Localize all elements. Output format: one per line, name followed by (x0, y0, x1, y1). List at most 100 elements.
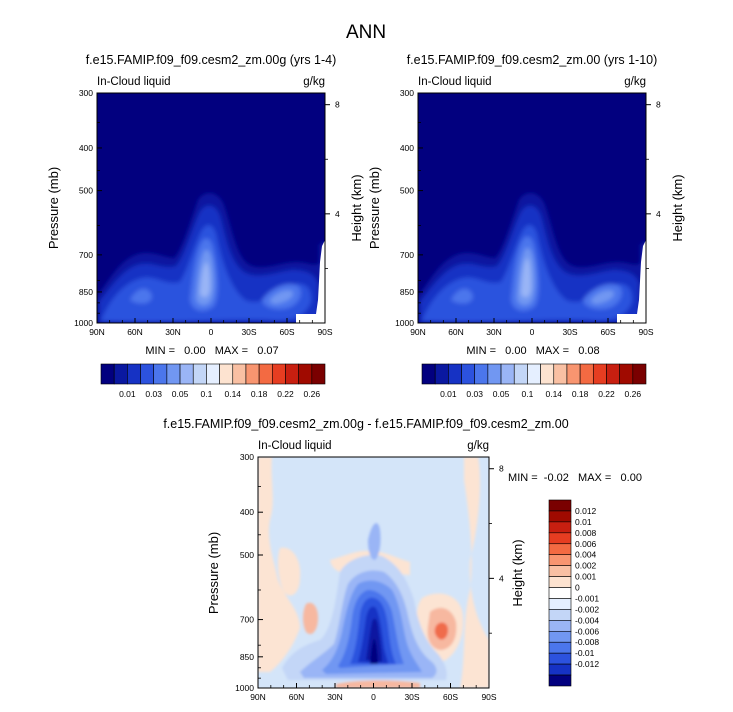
panel-b-colorbar-box-7 (513, 363, 528, 385)
panel-b-colorbar-box-6 (500, 363, 515, 385)
panel-a-right-label: g/kg (303, 76, 325, 88)
panel-a-xtick-label-2: 30N (165, 327, 181, 337)
panel-b-colorbar-box-10 (553, 363, 568, 385)
panel-c-colorbar-label-7: 0 (575, 583, 580, 593)
panel-c-colorbar-label-14: -0.012 (575, 659, 599, 669)
panel-a-colorbar-box-6 (179, 363, 194, 385)
panel-b-right-label: g/kg (624, 76, 646, 88)
panel-b-xtick-label-3: 0 (530, 327, 535, 337)
panel-a-ytick-label-5: 1000 (74, 318, 93, 328)
panel-b-colorbar-label-6: 0.22 (598, 389, 615, 399)
panel-a-colorbar-label-3: 0.1 (200, 389, 212, 399)
panel-c-colorbar-box-13 (548, 641, 572, 654)
panel-c-xtick-label-0: 90N (250, 692, 266, 702)
panel-a-colorbar-box-12 (258, 363, 273, 385)
panel-a-xtick-label-1: 60N (127, 327, 143, 337)
panel-b-contour-4 (451, 236, 622, 311)
panel-a-colorbar-label-2: 0.05 (172, 389, 189, 399)
panel-c-colorbar-box-11 (548, 620, 572, 632)
panel-c-colorbar-box-1 (548, 510, 572, 523)
panel-c-ytick-label-2: 500 (240, 550, 254, 560)
panel-b-contour-5 (517, 247, 615, 306)
panel-a-rtick-label-1: 4 (335, 209, 340, 219)
panel-b-colorbar-box-9 (540, 363, 555, 385)
panel-a-colorbar-box-8 (206, 363, 220, 385)
panel-a-colorbar-box-11 (245, 363, 260, 385)
panel-c-colorbar-label-9: -0.002 (575, 604, 599, 614)
panel-a-colorbar-box-2 (127, 363, 141, 385)
panel-b-colorbar: 0.01 0.03 0.05 0.1 0.14 0.18 0.22 0.26 (421, 363, 647, 399)
panel-c-pos-left-small (303, 602, 318, 635)
panel-c-colorbar-label-1: 0.01 (575, 517, 592, 527)
panel-a-left-label: In-Cloud liquid (97, 76, 171, 88)
panel-c-ytick-label-1: 400 (240, 507, 254, 517)
panel-c-colorbar-label-6: 0.001 (575, 572, 597, 582)
panel-a-colorbar-box-16 (311, 363, 326, 385)
panel-c-colorbar-box-5 (548, 554, 572, 566)
panel-b-left-label: In-Cloud liquid (418, 76, 492, 88)
panel-c-pos-left (258, 457, 300, 672)
figure-title: ANN (346, 22, 386, 43)
panel-b-xtick-label-4: 30S (562, 327, 577, 337)
panel-c-colorbar-box-6 (548, 565, 572, 577)
panel-b-title: f.e15.FAMIP.f09_f09.cesm2_zm.00 (yrs 1-1… (407, 53, 658, 67)
panel-c-ylabel-right: Height (km) (510, 539, 525, 606)
panel-b-colorbar-label-3: 0.1 (521, 389, 533, 399)
panel-b-rtick-label-0: 8 (656, 100, 661, 110)
panel-b-colorbar-label-5: 0.18 (572, 389, 589, 399)
panel-b-colorbar-box-5 (487, 363, 502, 385)
panel-a-ytick-label-1: 400 (79, 143, 93, 153)
panel-c-xtick-label-6: 90S (481, 692, 496, 702)
panel-c-colorbar-box-16 (548, 674, 572, 687)
panel-b-colorbar-label-4: 0.14 (545, 389, 562, 399)
panel-c-colorbar-label-12: -0.008 (575, 637, 599, 647)
panel-c-xtick-label-1: 60N (289, 692, 305, 702)
panel-a-colorbar-label-5: 0.18 (251, 389, 268, 399)
panel-b-colorbar-box-14 (606, 363, 620, 385)
panel-c-colorbar-label-4: 0.004 (575, 550, 597, 560)
panel-a-colorbar-box-5 (166, 363, 181, 385)
panel-c-colorbar-box-9 (548, 598, 572, 610)
panel-b-xtick-label-0: 90N (410, 327, 426, 337)
panel-b-colorbar-box-3 (461, 363, 476, 385)
panel-c-neg-core (370, 638, 378, 664)
panel-a-terrain-mask (296, 240, 325, 323)
panel-c-colorbar-label-11: -0.006 (575, 626, 599, 636)
panel-a-ytick-label-2: 500 (79, 186, 93, 196)
panel-c-pos-south-core (434, 622, 448, 640)
panel-b-colorbar-box-8 (527, 363, 541, 385)
panel-b-ytick-label-1: 400 (400, 143, 414, 153)
panel-b-ytick-label-5: 1000 (395, 318, 414, 328)
panel-a-colorbar-box-13 (271, 363, 286, 385)
panel-a-stats: MIN = 0.00 MAX = 0.07 (145, 345, 278, 357)
panel-c-ytick-label-4: 850 (240, 652, 254, 662)
panel-a-colorbar-label-7: 0.26 (304, 389, 321, 399)
panel-b-colorbar-label-2: 0.05 (493, 389, 510, 399)
panel-c-colorbar-box-8 (548, 587, 572, 599)
panel-c-colorbar-box-0 (548, 499, 572, 512)
panel-b-ytick-label-0: 300 (400, 88, 414, 98)
panel-c-colorbar-label-0: 0.012 (575, 506, 597, 516)
panel-a-xtick-label-0: 90N (89, 327, 105, 337)
panel-a-ytick-label-4: 850 (79, 287, 93, 297)
panel-c-colorbar-label-5: 0.002 (575, 561, 597, 571)
panel-a-contour-5 (196, 249, 294, 306)
panel-c-colorbar-box-7 (548, 576, 572, 588)
panel-c-right-label: g/kg (467, 440, 489, 452)
panel-b-terrain-mask (617, 240, 646, 323)
panel-c: f.e15.FAMIP.f09_f09.cesm2_zm.00g - f.e15… (163, 417, 642, 702)
panel-b-stats: MIN = 0.00 MAX = 0.08 (466, 345, 599, 357)
panel-c-xtick-label-5: 60S (443, 692, 458, 702)
panel-a-colorbar-box-10 (232, 363, 247, 385)
panel-b-ylabel: Pressure (mb) (367, 167, 382, 249)
panel-c-ytick-label-5: 1000 (235, 683, 254, 693)
panel-c-colorbar-label-10: -0.004 (575, 615, 599, 625)
panel-b-contour-6 (521, 258, 531, 298)
panel-b: f.e15.FAMIP.f09_f09.cesm2_zm.00 (yrs 1-1… (367, 53, 685, 399)
panel-b-field (418, 93, 646, 323)
panel-a-xtick-label-4: 30S (241, 327, 256, 337)
panel-a-colorbar-label-6: 0.22 (277, 389, 294, 399)
panel-a: f.e15.FAMIP.f09_f09.cesm2_zm.00g (yrs 1-… (46, 53, 364, 399)
